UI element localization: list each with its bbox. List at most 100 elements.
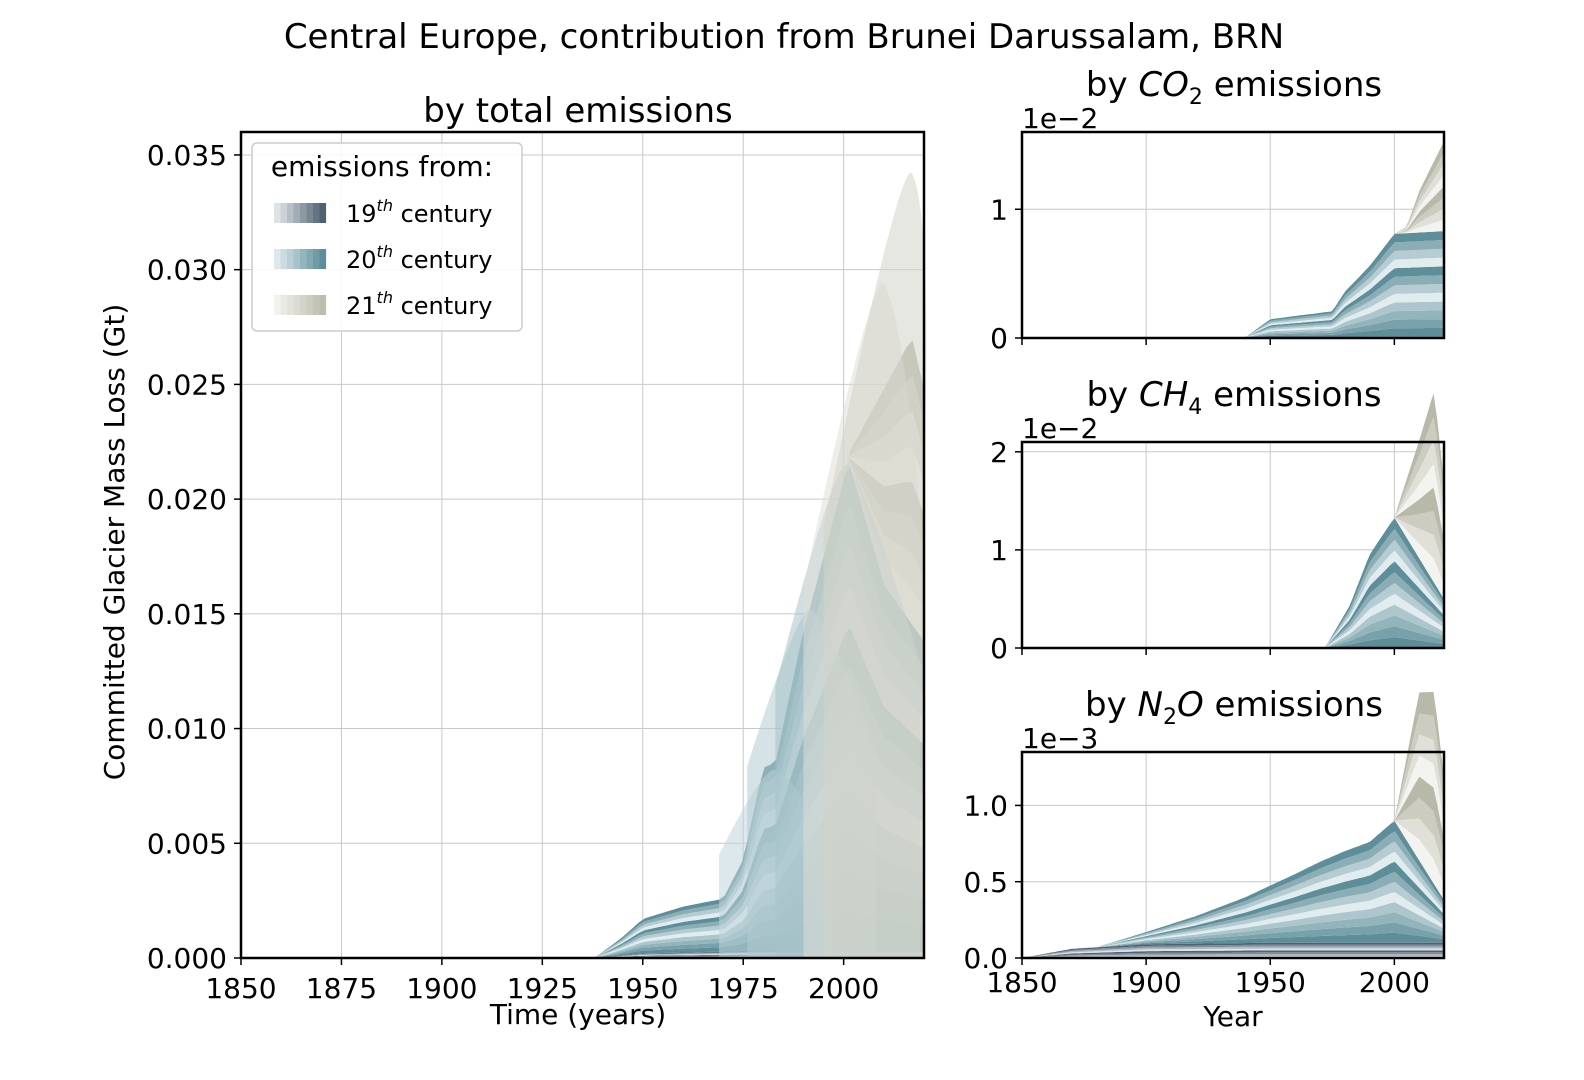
axes-frame [1020, 130, 1446, 340]
area-band-20th-century [1022, 583, 1444, 648]
offset-text: 1e−2 [1022, 412, 1098, 445]
area-band-20th-century [1022, 327, 1444, 338]
panel-n2o-emissions: by N2O emissions 1850 1900 1950 2000 0.0 0.5 1.… [963, 685, 1446, 1033]
legend-swatch-band [313, 203, 320, 223]
axes: 0 1 2 1e−2 [990, 412, 1446, 665]
axes-frame [1020, 750, 1446, 960]
area-band-20th-century [1022, 637, 1444, 648]
x-tick-label: 1975 [708, 972, 779, 1005]
panel-co2-emissions: by CO2 emissions 0 1 1e−2 [990, 65, 1446, 355]
area-band-20th-century [1022, 518, 1444, 648]
area-band-20th-century [1022, 529, 1444, 648]
area-band-20th-century [1022, 550, 1444, 648]
axes-frame [239, 130, 926, 960]
panel-ch4-emissions: by CH4 emissions 0 1 2 1e−2 [990, 375, 1446, 665]
panel-title-prefix: by [1086, 375, 1139, 415]
area-band-20th-century [1022, 831, 1444, 958]
legend-swatch-band [306, 249, 314, 269]
area-band-20th-century [1022, 922, 1444, 958]
y-tick-label: 1.0 [963, 789, 1008, 822]
panel-title-suffix: emissions [1202, 375, 1381, 415]
panel-title-subscript: 2 [1163, 705, 1177, 730]
panel-title-suffix: emissions [1203, 65, 1382, 105]
area-band-20th-century [1022, 882, 1444, 958]
x-tick-label: 1850 [205, 972, 276, 1005]
area-band-20th-century [1022, 871, 1444, 958]
panel-title-species: N [1138, 685, 1163, 725]
area-band-20th-century [1022, 932, 1444, 958]
y-tick-label: 0.000 [147, 942, 227, 975]
legend-label-number: 20 [346, 246, 377, 274]
legend-label-number: 19 [346, 200, 377, 228]
legend-label-number: 21 [346, 292, 377, 320]
legend-swatch-band [293, 295, 301, 315]
area-band-20th-century [1022, 912, 1444, 958]
legend-label-20th-century: 20th century [346, 242, 492, 274]
x-axis-label: Year [1202, 1000, 1263, 1033]
panel-title-suffix: emissions [1204, 685, 1383, 725]
x-tick-label: 2000 [808, 972, 879, 1005]
panel-title-species: CH [1139, 375, 1188, 415]
panel-total-title: by total emissions [423, 91, 733, 131]
legend-swatch-band [313, 249, 320, 269]
area-band-19th-century [1022, 948, 1444, 958]
figure-suptitle: Central Europe, contribution from Brunei… [284, 17, 1284, 57]
y-tick-label: 0.035 [147, 139, 227, 172]
peak-mark [823, 172, 927, 959]
legend-title: emissions from: [271, 150, 493, 183]
legend-swatch-band [306, 203, 314, 223]
y-tick-label: 0 [990, 632, 1008, 665]
y-tick-label: 0.010 [147, 713, 227, 746]
legend-label-sup: th [377, 196, 393, 215]
legend-swatch-band [300, 295, 307, 315]
legend-swatch-band [274, 203, 281, 223]
area-band-19th-century [1022, 954, 1444, 958]
legend-box [251, 142, 523, 332]
legend-label-21th-century: 21th century [346, 288, 492, 320]
area-band-20th-century [1022, 902, 1444, 958]
area-band-20th-century [1022, 231, 1444, 338]
stacked-areas [1022, 141, 1444, 338]
y-tick-label: 1 [990, 534, 1008, 567]
x-tick-label: 1925 [507, 972, 578, 1005]
y-tick-label: 0.015 [147, 598, 227, 631]
legend-swatch-band [287, 295, 294, 315]
panel-title: by CH4 emissions [1086, 375, 1381, 420]
area-band-19th-century [1022, 944, 1444, 958]
y-tick-label: 1 [990, 193, 1008, 226]
area-band-19th-century [1022, 952, 1444, 958]
area-band-20th-century [1022, 266, 1444, 338]
axes: 1850 1900 1950 2000 0.0 0.5 1.0 1e−3 [963, 722, 1446, 999]
area-band-20th-century [1022, 593, 1444, 648]
x-tick-label: 1900 [406, 972, 477, 1005]
axes: 0 1 1e−2 [990, 102, 1446, 355]
y-tick-label: 0 [990, 322, 1008, 355]
legend-swatch-band [300, 203, 307, 223]
legend-swatch-band [287, 249, 294, 269]
panel-title-species: CO [1138, 65, 1189, 105]
legend-swatch-band [319, 295, 327, 315]
y-tick-label: 0.020 [147, 483, 227, 516]
area-band-20th-century [1022, 310, 1444, 338]
area-band-20th-century [1022, 283, 1444, 338]
area-band-19th-century [1022, 942, 1444, 958]
area-band-20th-century [1022, 239, 1444, 338]
y-tick-label: 0.005 [147, 827, 227, 860]
legend-swatch-band [319, 249, 327, 269]
offset-text: 1e−3 [1022, 722, 1098, 755]
area-band-20th-century [1022, 851, 1444, 958]
y-tick-label: 0.0 [963, 942, 1008, 975]
legend-swatch-band [293, 249, 301, 269]
legend-swatch-band [313, 295, 320, 315]
legend-swatch-band [280, 249, 288, 269]
legend-label-suffix: century [393, 246, 493, 274]
offset-text: 1e−2 [1022, 102, 1098, 135]
y-tick-label: 0.5 [963, 866, 1008, 899]
panel-title: by N2O emissions [1085, 685, 1383, 730]
area-band-20th-century [1022, 604, 1444, 648]
area-band-20th-century [1022, 861, 1444, 958]
legend-label-19th-century: 19th century [346, 196, 492, 228]
axes-frame [1020, 440, 1446, 650]
area-band-19th-century [1022, 946, 1444, 958]
